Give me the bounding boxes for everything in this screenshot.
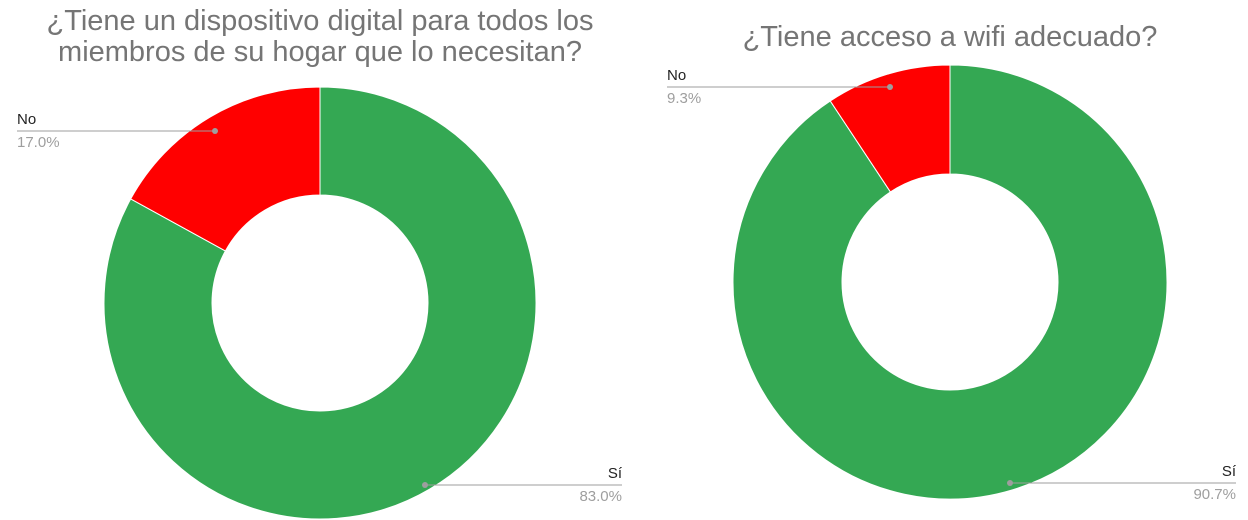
chart-title: ¿Tiene un dispositivo digital para todos… [46,5,594,68]
leader-dot [212,128,218,134]
donut-slice [130,86,321,252]
slice-value-label: 90.7% [1193,486,1236,503]
donut-slice [829,64,951,193]
slice-value-label: 83.0% [579,488,622,505]
slice-label: No [667,67,686,84]
leader-dot [422,482,428,488]
donut-slice [103,86,537,520]
slice-label: Sí [1222,463,1237,480]
chart-title: ¿Tiene acceso a wifi adecuado? [742,21,1158,53]
leader-dot [887,84,893,90]
donut-slice [732,64,1168,500]
slice-value-label: 9.3% [667,90,701,107]
leader-dot [1007,480,1013,486]
slice-value-label: 17.0% [17,134,60,151]
slice-label: Sí [608,465,623,482]
slice-label: No [17,111,36,128]
